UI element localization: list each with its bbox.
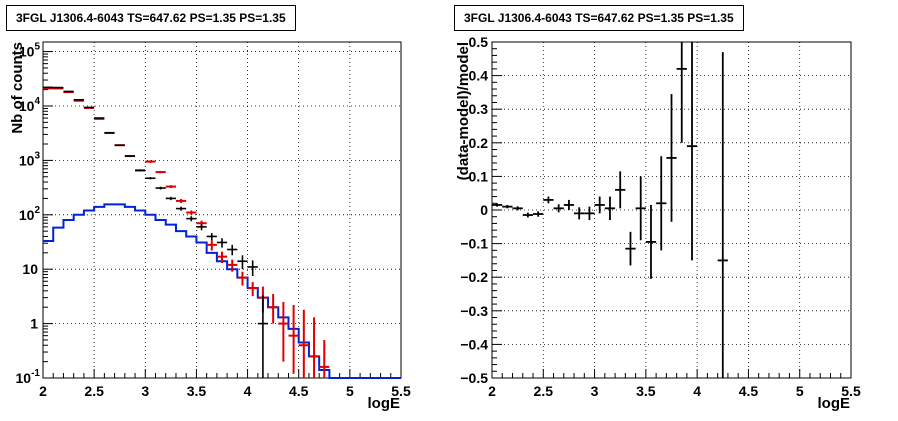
residuals-x-tick-label: 4 [693, 383, 701, 399]
counts-x-tick-label: 5 [346, 383, 354, 399]
counts-panel: 2 2.5 3 3.5 4 4.5 5 5.5 10-1 1 10 102 103 104 105 logE… [9, 41, 411, 412]
counts-y-tick-label: 10-1 [16, 368, 41, 386]
residuals-x-tick-label: 5 [796, 383, 804, 399]
residuals-x-tick-label: 3 [591, 383, 599, 399]
residuals-x-tick-label: 3.5 [636, 383, 656, 399]
residuals-panel: 2 2.5 3 3.5 4 4.5 5 5.5 −0.5 −0.4 −0.3 −0.2 −0.1 0 0.1… [455, 34, 861, 412]
residuals-x-tick-label: 4.5 [739, 383, 759, 399]
counts-x-tick-label: 5.5 [391, 383, 411, 399]
counts-x-axis-label: logE [368, 395, 401, 412]
counts-x-tick-label: 2 [39, 383, 47, 399]
counts-series [43, 86, 401, 379]
source-model-histogram [43, 203, 401, 379]
counts-axes: 2 2.5 3 3.5 4 4.5 5 5.5 10-1 1 10 102 103 104 105 [16, 42, 411, 399]
residuals-y-tick-label: 0.4 [469, 68, 489, 84]
counts-x-tick-label: 3 [141, 383, 149, 399]
residuals-series [492, 42, 728, 378]
residuals-x-tick-label: 2.5 [534, 383, 554, 399]
residuals-y-tick-label: −0.1 [460, 236, 488, 252]
counts-y-tick-label: 1 [30, 316, 38, 332]
residuals-y-tick-label: 0.1 [469, 168, 489, 184]
counts-x-tick-label: 2.5 [84, 383, 104, 399]
residuals-x-axis-label: logE [818, 395, 851, 412]
residuals-chart-title: 3FGL J1306.4-6043 TS=647.62 PS=1.35 PS=1… [454, 5, 744, 31]
residuals-y-axis-label: (data-model)/model [455, 42, 472, 180]
residuals-axes: 2 2.5 3 3.5 4 4.5 5 5.5 −0.5 −0.4 −0.3 −0.2 −0.1 0 0.1… [460, 34, 861, 399]
residuals-y-tick-label: 0.3 [469, 101, 489, 117]
residuals-y-tick-label: 0.5 [469, 34, 489, 50]
counts-y-tick-label: 105 [19, 42, 41, 60]
counts-x-tick-label: 3.5 [187, 383, 207, 399]
counts-x-tick-label: 4.5 [289, 383, 309, 399]
residuals-y-tick-label: 0 [480, 202, 488, 218]
counts-y-tick-label: 104 [19, 96, 41, 114]
counts-y-tick-label: 102 [19, 205, 41, 223]
counts-plot-frame [42, 41, 402, 379]
residuals-y-tick-label: 0.2 [469, 135, 489, 151]
counts-y-tick-label: 10 [22, 261, 38, 277]
counts-chart-title: 3FGL J1306.4-6043 TS=647.62 PS=1.35 PS=1… [6, 5, 296, 31]
residuals-x-tick-label: 2 [488, 383, 496, 399]
counts-x-tick-label: 4 [244, 383, 252, 399]
counts-y-tick-label: 103 [19, 150, 41, 168]
residuals-y-tick-label: −0.5 [460, 370, 488, 386]
counts-y-axis-label: Nb of counts [9, 42, 26, 134]
residuals-y-tick-label: −0.4 [460, 336, 488, 352]
residuals-y-tick-label: −0.3 [460, 303, 488, 319]
residuals-x-tick-label: 5.5 [841, 383, 861, 399]
residuals-y-tick-label: −0.2 [460, 269, 488, 285]
